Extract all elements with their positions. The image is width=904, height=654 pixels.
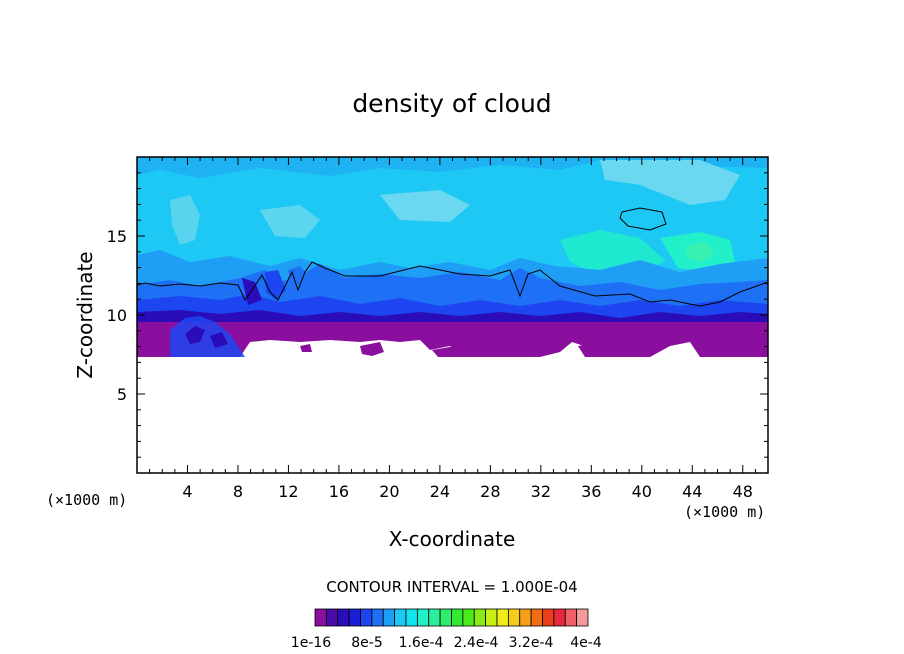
colorbar-swatch [325,608,339,627]
colorbar-swatch [405,608,418,627]
pale-cyan-patch [260,205,320,238]
plume-cells [288,266,312,296]
x-unit-label: (×1000 m) [684,503,765,521]
colorbar-labels: 1e-16 8e-5 1.6e-4 2.4e-4 3.2e-4 4e-4 [291,635,602,651]
band-purple-blob [300,344,312,352]
pale-cyan-patch [600,160,740,205]
colorbar-swatch [337,608,350,627]
colorbar-swatch [371,608,384,627]
x-tick-label: 20 [379,482,399,501]
colorbar-swatch [496,608,509,627]
x-axis-label: X-coordinate [389,527,516,551]
colorbar-swatch [439,608,452,627]
colorbar-label: 4e-4 [570,635,602,651]
colorbar-swatch [473,608,487,627]
contour-interval-label: CONTOUR INTERVAL = 1.000E-04 [326,578,577,596]
x-tick-label: 12 [278,482,298,501]
colorbar-swatch [576,608,589,627]
colorbar-label: 3.2e-4 [509,635,554,651]
x-tick-label: 44 [682,482,702,501]
colorbar-label: 1e-16 [291,635,331,651]
colorbar-swatch [360,608,373,627]
bright-patch [685,242,715,262]
x-tick-label: 16 [329,482,349,501]
y-tick-label: 15 [107,227,127,246]
chart-title: density of cloud [352,89,551,118]
colorbar-swatch [382,608,396,627]
colorbar [314,608,589,627]
y-tick-label: 5 [117,385,127,404]
colorbar-swatch [428,608,441,627]
pale-cyan-patch [380,190,470,222]
x-axis: 4 8 12 16 20 24 28 32 36 40 44 48 [149,157,756,501]
y-axis-label: Z-coordinate [73,251,97,378]
colorbar-swatch [530,608,543,627]
colorbar-swatch [348,608,361,627]
y-axis: 5 10 15 [107,172,768,458]
x-tick-label: 24 [430,482,450,501]
colorbar-swatch [564,608,578,627]
x-tick-label: 36 [581,482,601,501]
x-tick-label: 28 [480,482,500,501]
colorbar-swatch [451,608,464,627]
plume-cells [242,278,262,305]
colorbar-label: 1.6e-4 [399,635,444,651]
y-tick-label: 10 [107,306,127,325]
colorbar-swatch [394,608,407,627]
x-tick-label: 40 [632,482,652,501]
contour-line [137,261,768,307]
x-tick-label: 8 [233,482,243,501]
plot-area [137,157,768,473]
colorbar-swatch [519,608,532,627]
colorbar-swatch [507,608,521,627]
contour-line [619,207,667,231]
band-purple-blob [578,342,608,357]
colorbar-swatch [542,608,555,627]
y-unit-label: (×1000 m) [46,491,127,509]
colorbar-label: 8e-5 [351,635,382,651]
pale-cyan-patch [170,195,200,245]
colorbar-label: 2.4e-4 [454,635,499,651]
colorbar-swatch [462,608,475,627]
band-purple-blob [432,346,462,357]
band-purple-blob [360,342,384,356]
plume-cells [210,332,228,348]
x-tick-label: 4 [182,482,192,501]
band-purple [137,322,768,357]
x-tick-label: 32 [531,482,551,501]
x-tick-label: 48 [733,482,753,501]
colorbar-swatch [553,608,566,627]
colorbar-swatch [416,608,430,627]
plume-cells [185,326,205,344]
plume [170,316,245,357]
colorbar-swatch [485,608,498,627]
colorbar-swatch [314,608,327,627]
